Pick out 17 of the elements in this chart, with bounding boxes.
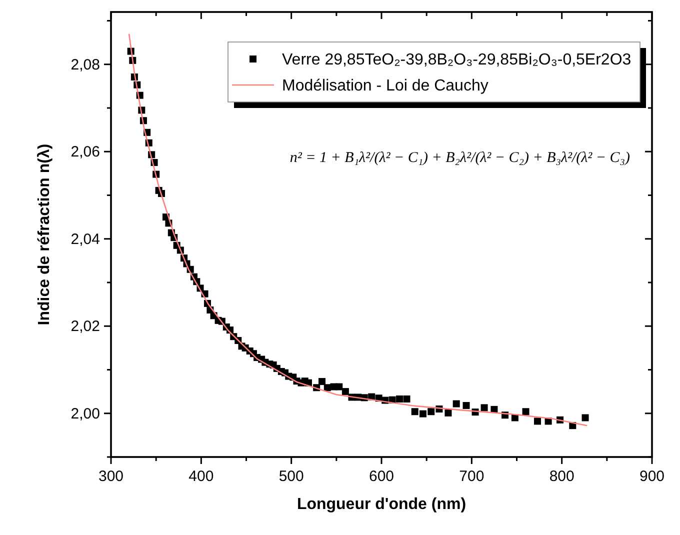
x-tick-label: 900 [639,468,665,485]
x-axis-title: Longueur d'onde (nm) [296,496,466,513]
y-tick-label: 2,02 [70,318,100,336]
x-tick-label: 400 [188,468,214,485]
y-tick-label: 2,00 [70,405,100,422]
x-tick-label: 700 [459,468,484,485]
y-axis-title: Indice de réfraction n(λ) [36,144,53,326]
y-tick-label: 2,06 [70,144,100,161]
x-tick-label: 600 [368,468,394,485]
y-tick-label: 2,08 [70,56,100,74]
annotation: n² = 1 + B₁λ²/(λ² − C₁) + B₂λ²/(λ² − C₂) + B₃λ²/(λ² − C₃) [290,150,630,166]
y-tick-label: 2,04 [70,230,100,248]
x-tick-label: 300 [98,468,124,485]
x-tick-label: 500 [278,468,304,485]
legend-label: Verre 29,85TeO₂-39,8B₂O₃-29,85Bi₂O₃-0,5Er2O3 [282,52,632,68]
x-tick-label: 800 [549,468,574,485]
legend-label: Modélisation - Loi de Cauchy [282,78,488,94]
